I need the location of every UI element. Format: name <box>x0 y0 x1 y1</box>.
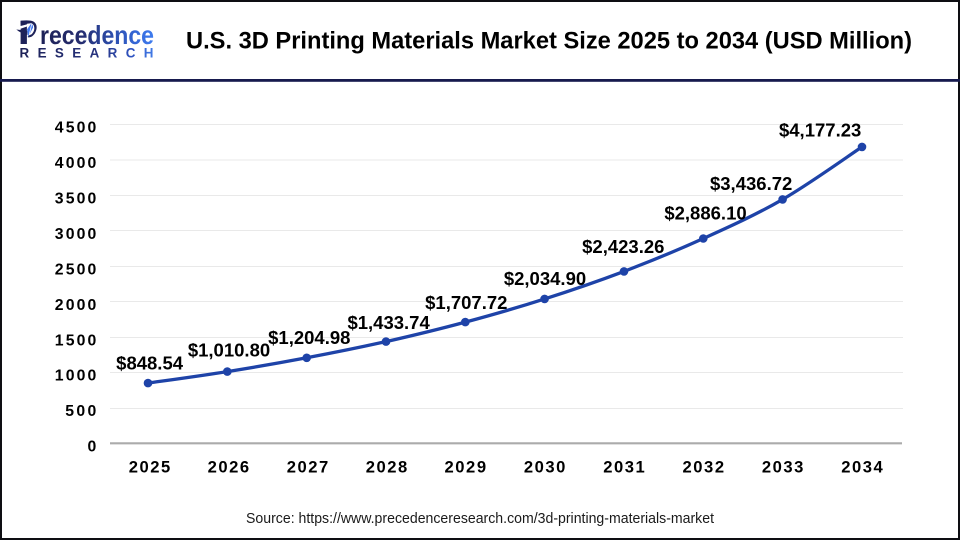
svg-text:4500: 4500 <box>55 119 97 136</box>
svg-text:2025: 2025 <box>129 458 171 477</box>
svg-text:$2,423.26: $2,423.26 <box>582 236 664 257</box>
svg-text:2034: 2034 <box>841 458 883 477</box>
svg-text:2027: 2027 <box>287 458 329 477</box>
svg-text:500: 500 <box>65 403 96 420</box>
svg-text:$1,707.72: $1,707.72 <box>425 292 507 313</box>
svg-text:$2,034.90: $2,034.90 <box>504 268 586 289</box>
svg-text:2032: 2032 <box>683 458 725 477</box>
svg-text:2033: 2033 <box>762 458 804 477</box>
svg-text:2028: 2028 <box>366 458 408 477</box>
svg-text:$1,433.74: $1,433.74 <box>347 312 430 333</box>
svg-text:$3,436.72: $3,436.72 <box>710 173 792 194</box>
svg-text:1500: 1500 <box>55 332 97 349</box>
svg-text:$1,204.98: $1,204.98 <box>268 327 350 348</box>
svg-text:recedence: recedence <box>40 20 154 50</box>
svg-text:3500: 3500 <box>55 190 97 207</box>
svg-text:2030: 2030 <box>524 458 566 477</box>
svg-text:$4,177.23: $4,177.23 <box>779 120 861 141</box>
svg-text:$848.54: $848.54 <box>116 353 184 374</box>
svg-text:2500: 2500 <box>55 261 97 278</box>
svg-text:U.S. 3D Printing Materials Mar: U.S. 3D Printing Materials Market Size 2… <box>186 28 912 55</box>
svg-text:$2,886.10: $2,886.10 <box>664 203 746 224</box>
svg-text:2031: 2031 <box>603 458 645 477</box>
svg-text:0: 0 <box>88 439 97 456</box>
svg-text:2026: 2026 <box>208 458 250 477</box>
svg-text:2029: 2029 <box>445 458 487 477</box>
svg-text:1000: 1000 <box>55 368 97 385</box>
svg-text:$1,010.80: $1,010.80 <box>188 340 270 361</box>
svg-text:2000: 2000 <box>55 297 97 314</box>
svg-text:RESEARCH: RESEARCH <box>20 46 162 61</box>
svg-text:3000: 3000 <box>55 226 97 243</box>
svg-text:4000: 4000 <box>55 155 97 172</box>
svg-text:Source: https://www.precedence: Source: https://www.precedenceresearch.c… <box>246 511 714 527</box>
